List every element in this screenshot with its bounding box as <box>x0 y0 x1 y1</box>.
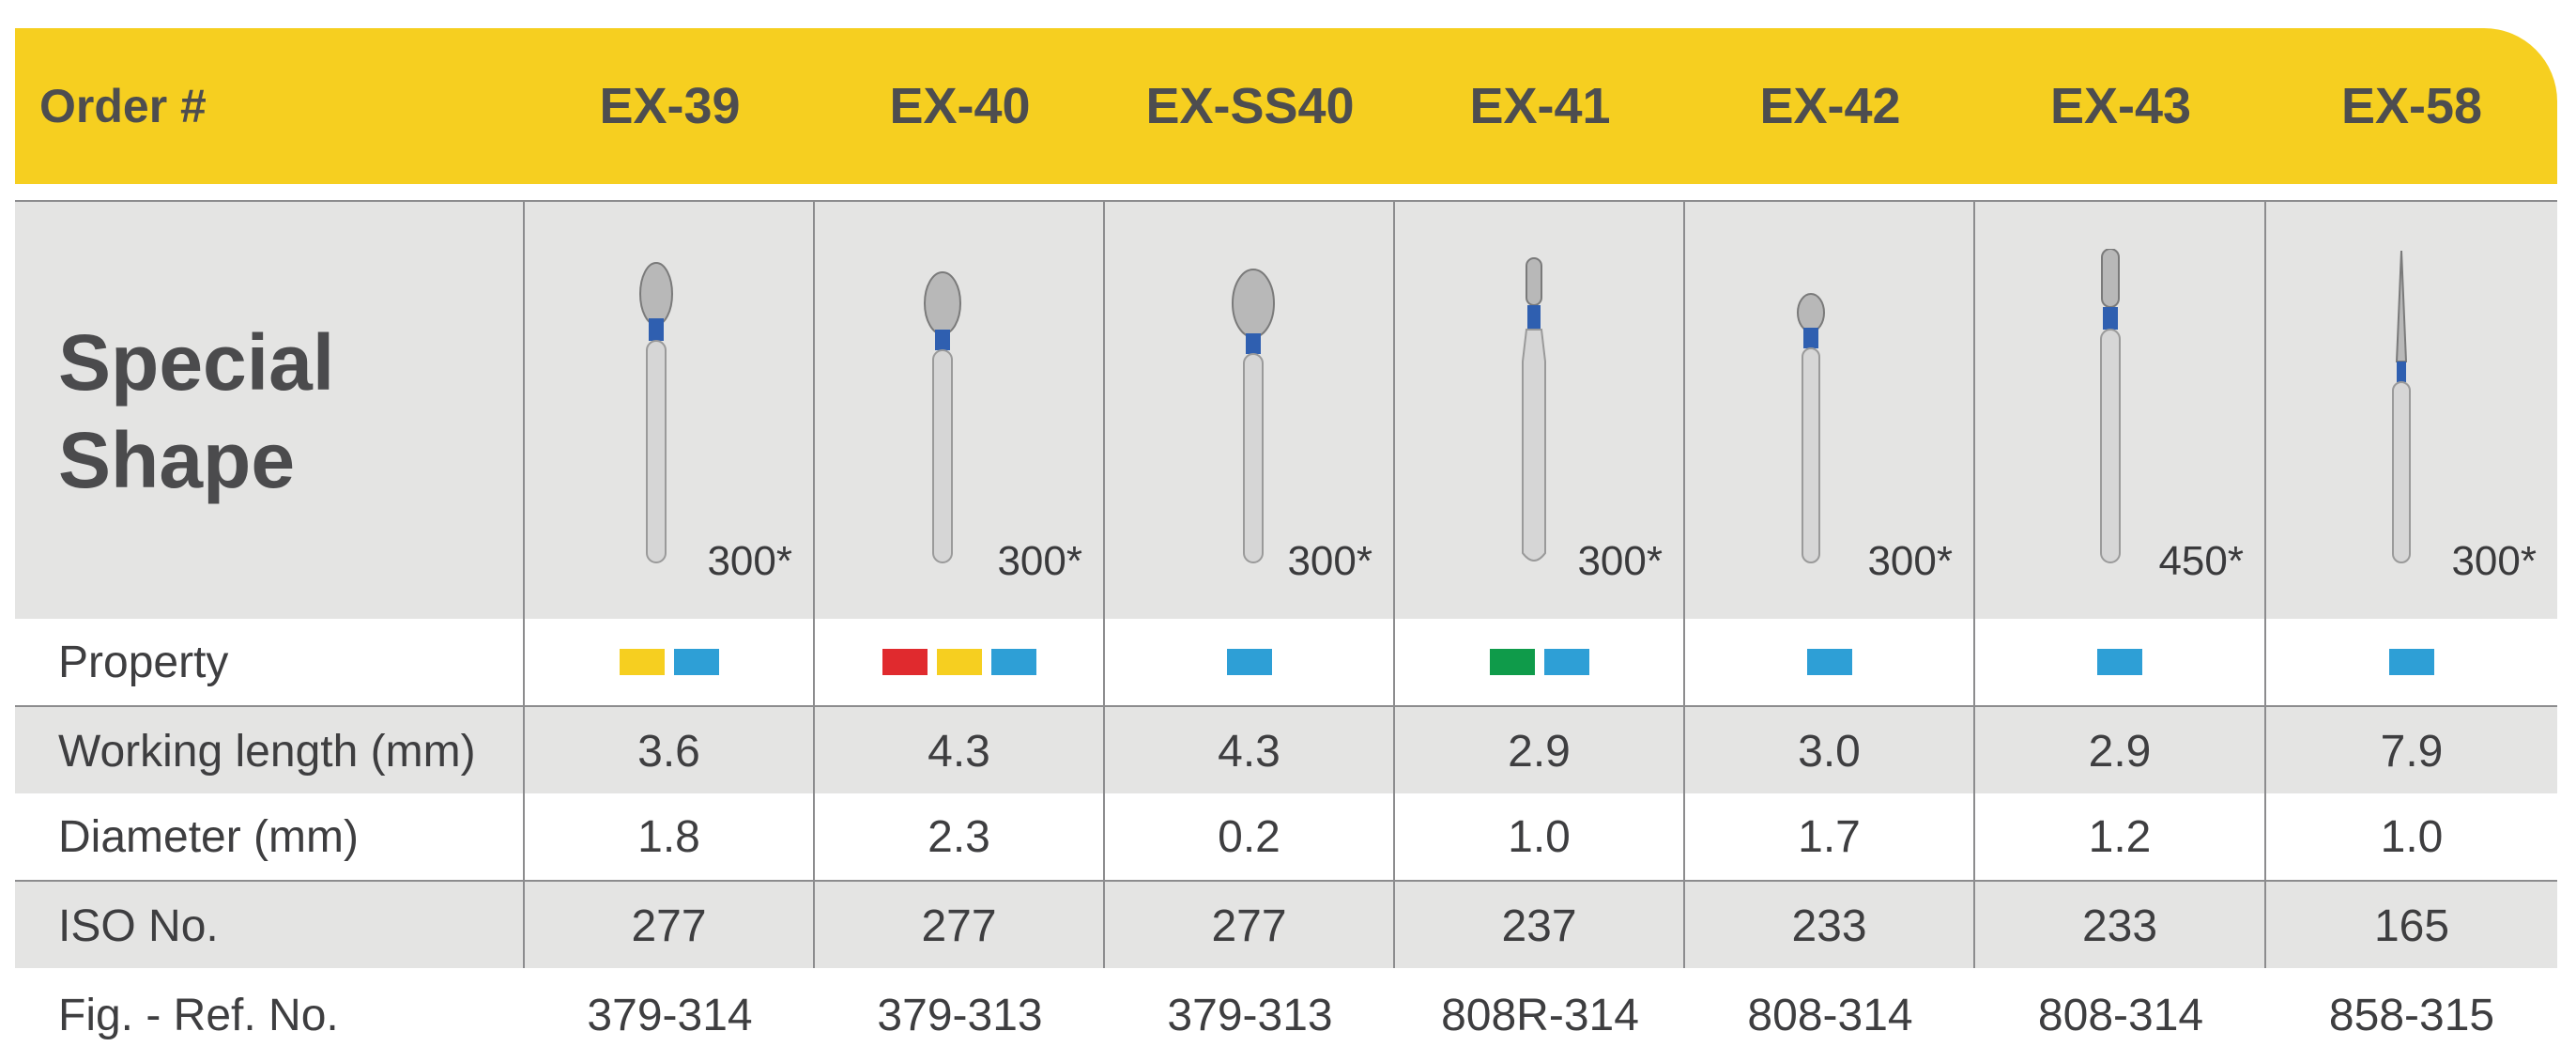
iso-value: 277 <box>815 882 1105 970</box>
iso-label: ISO No. <box>15 882 525 970</box>
shape-cell: 300* <box>525 202 815 621</box>
order-ex-40: EX-40 <box>889 78 1031 134</box>
working-length-value: 2.9 <box>1975 707 2266 795</box>
bur-pear-large-icon <box>1232 269 1275 563</box>
property-cell <box>1685 619 1975 705</box>
ref-label: Fig. - Ref. No. <box>58 990 339 1040</box>
pack-quantity: 300* <box>997 538 1082 584</box>
property-cell <box>1975 619 2266 705</box>
property-swatch <box>1489 649 1535 675</box>
diameter-label: Diameter (mm) <box>15 793 525 880</box>
diameter-value: 1.7 <box>1685 793 1975 880</box>
property-swatches <box>619 649 719 675</box>
property-swatches <box>2097 649 2142 675</box>
ref-value: 379-313 <box>1167 990 1333 1040</box>
iso-row: ISO No. 277 277 277 237 233 233 165 <box>15 880 2557 972</box>
bur-pear-small-icon <box>1797 293 1825 563</box>
diameter-value: 0.2 <box>1105 793 1395 880</box>
diameter-value: 1.2 <box>1975 793 2266 880</box>
property-swatch <box>990 649 1036 675</box>
property-cell <box>2266 619 2557 705</box>
diameter-value: 1.0 <box>1395 793 1685 880</box>
property-swatch <box>1543 649 1589 675</box>
shape-title-line1: Special <box>58 318 335 407</box>
diameter-value: 2.3 <box>815 793 1105 880</box>
property-swatch <box>936 649 982 675</box>
ref-value: 858-315 <box>2328 990 2495 1040</box>
shape-cell: 300* <box>1105 202 1395 621</box>
bur-cylinder-round-icon <box>1522 257 1546 562</box>
iso-value: 237 <box>1395 882 1685 970</box>
property-row: Property <box>15 619 2557 705</box>
property-swatch <box>1806 649 1852 675</box>
iso-value: 277 <box>525 882 815 970</box>
diameter-value: 1.8 <box>525 793 815 880</box>
property-swatches <box>1226 649 1272 675</box>
ref-value: 808-314 <box>1747 990 1913 1040</box>
order-ex-58: EX-58 <box>2340 78 2483 134</box>
order-ex-41: EX-41 <box>1469 78 1611 134</box>
bur-flame-long-icon <box>2392 250 2411 563</box>
ref-row: Fig. - Ref. No. 379-314 379-313 379-313 … <box>15 968 2557 1062</box>
property-swatches <box>1806 649 1852 675</box>
pack-quantity: 300* <box>2451 538 2537 584</box>
shape-cell: 300* <box>1395 202 1685 621</box>
order-header-band: Order # EX-39 EX-40 EX-SS40 EX-41 EX-42 … <box>15 28 2557 184</box>
iso-value: 233 <box>1685 882 1975 970</box>
bur-pear-icon <box>639 262 673 563</box>
working-length-value: 4.3 <box>1105 707 1395 795</box>
pack-quantity: 300* <box>1287 538 1372 584</box>
order-label: Order # <box>39 80 207 132</box>
pack-quantity: 300* <box>707 538 792 584</box>
iso-value: 277 <box>1105 882 1395 970</box>
ref-value: 379-314 <box>587 990 753 1040</box>
shape-cell: 300* <box>815 202 1105 621</box>
ref-value: 808-314 <box>2037 990 2204 1040</box>
working-length-value: 2.9 <box>1395 707 1685 795</box>
order-ex-39: EX-39 <box>599 78 741 134</box>
shape-row: Special Shape 300* 300* <box>15 200 2557 623</box>
pack-quantity: 300* <box>1577 538 1663 584</box>
iso-value: 165 <box>2373 900 2450 951</box>
property-cell <box>1105 619 1395 705</box>
diameter-row: Diameter (mm) 1.8 2.3 0.2 1.0 1.7 1.2 1.… <box>15 793 2557 880</box>
property-cell <box>815 619 1105 705</box>
property-swatches <box>1489 649 1589 675</box>
shape-cell: 450* <box>1975 202 2266 621</box>
property-swatch <box>2389 649 2434 675</box>
bur-cylinder-tall-icon <box>2100 249 2121 563</box>
diameter-value: 1.0 <box>2380 811 2444 862</box>
pack-quantity: 450* <box>2158 538 2244 584</box>
property-swatch <box>882 649 928 675</box>
property-swatch <box>673 649 719 675</box>
ref-value: 808R-314 <box>1441 990 1639 1040</box>
working-length-value: 3.0 <box>1685 707 1975 795</box>
iso-value: 233 <box>1975 882 2266 970</box>
property-label: Property <box>15 619 525 705</box>
shape-title-line2: Shape <box>58 416 296 504</box>
working-length-value: 7.9 <box>2380 726 2444 777</box>
property-cell <box>525 619 815 705</box>
ref-value: 379-313 <box>877 990 1043 1040</box>
property-swatch <box>2097 649 2142 675</box>
order-ex-ss40: EX-SS40 <box>1145 78 1355 134</box>
property-swatches <box>2389 649 2434 675</box>
shape-title-cell: Special Shape <box>15 202 525 621</box>
working-length-value: 3.6 <box>525 707 815 795</box>
property-swatch <box>1226 649 1272 675</box>
order-ex-42: EX-42 <box>1759 78 1901 134</box>
bur-pear-icon <box>924 271 961 563</box>
shape-cell: 300* <box>2266 202 2557 621</box>
property-swatch <box>619 649 665 675</box>
working-length-label: Working length (mm) <box>15 707 525 795</box>
property-cell <box>1395 619 1685 705</box>
order-ex-43: EX-43 <box>2049 78 2192 134</box>
shape-cell: 300* <box>1685 202 1975 621</box>
pack-quantity: 300* <box>1867 538 1953 584</box>
property-swatches <box>882 649 1036 675</box>
working-length-value: 4.3 <box>815 707 1105 795</box>
working-length-row: Working length (mm) 3.6 4.3 4.3 2.9 3.0 … <box>15 705 2557 797</box>
